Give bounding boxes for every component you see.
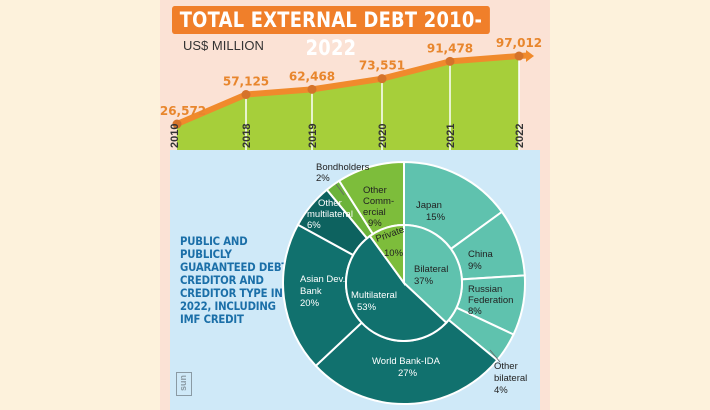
pct-adb: 20% (300, 298, 320, 309)
pct-bilateral: 37% (414, 276, 434, 287)
label-other-commercial-3: ercial (363, 207, 386, 218)
year-label-2021: 2021 (445, 124, 457, 148)
value-label-2019: 62,468 (289, 69, 335, 83)
data-point-2019 (307, 84, 317, 94)
pct-other-commercial: 9% (368, 218, 382, 229)
leader-line-other-bilateral (489, 349, 501, 363)
value-label-2021: 91,478 (427, 41, 473, 55)
pct-japan: 15% (426, 212, 446, 223)
label-other-commercial-2: Comm- (363, 196, 394, 207)
year-label-2022: 2022 (514, 124, 526, 148)
pct-china: 9% (468, 261, 482, 272)
label-bilateral: Bilateral (414, 264, 448, 275)
chart-title: TOTAL EXTERNAL DEBT 2010-2022 (172, 6, 490, 60)
publisher-logo: sun (176, 372, 192, 396)
label-russia-1: Russian (468, 284, 502, 295)
pct-private: 10% (384, 248, 404, 259)
pct-russia: 8% (468, 306, 482, 317)
year-label-2019: 2019 (307, 124, 319, 148)
pct-bondholders: 2% (316, 173, 330, 184)
inner-slice-multilateral (345, 234, 448, 342)
label-japan: Japan (416, 200, 442, 211)
year-label-2010: 2010 (169, 124, 181, 148)
pct-other-bilateral: 4% (494, 385, 508, 396)
pct-world-bank: 27% (398, 368, 418, 379)
data-point-2022 (514, 51, 524, 61)
label-multilateral: Multilateral (351, 290, 397, 301)
value-label-2020: 73,551 (359, 59, 405, 73)
label-bondholders: Bondholders (316, 162, 370, 173)
label-other-bilateral-2: bilateral (494, 373, 527, 384)
arrow-head (526, 50, 534, 63)
year-label-2020: 2020 (377, 124, 389, 148)
leader-line-bondholders (335, 183, 345, 196)
pct-other-multilateral: 6% (307, 220, 321, 231)
label-other-bilateral-1: Other (494, 361, 518, 372)
value-label-2018: 57,125 (223, 75, 269, 89)
pie-title: PUBLIC AND PUBLICLY GUARANTEED DEBT, CRE… (180, 234, 291, 326)
value-label-2022: 97,012 (496, 36, 542, 50)
label-other-commercial-1: Other (363, 185, 387, 196)
label-china: China (468, 249, 494, 260)
area-fill (177, 56, 519, 150)
data-point-2020 (377, 74, 387, 84)
inner-slice-bilateral (403, 223, 463, 325)
label-other-multilateral-2: multilateral (307, 209, 353, 220)
data-point-2010 (172, 119, 182, 129)
data-point-2021 (445, 56, 455, 66)
label-adb-2: Bank (300, 286, 322, 297)
data-point-2018 (241, 90, 251, 100)
label-russia-2: Federation (468, 295, 513, 306)
year-label-2018: 2018 (241, 124, 253, 148)
pct-multilateral: 53% (357, 302, 377, 313)
value-label-2010: 26,572 (160, 104, 206, 118)
label-adb-1: Asian Dev. (300, 274, 345, 285)
label-world-bank: World Bank-IDA (372, 356, 441, 367)
inner-slice-private (368, 223, 405, 287)
label-other-multilateral: Other (318, 198, 342, 209)
unit-label: US$ MILLION (183, 38, 264, 53)
